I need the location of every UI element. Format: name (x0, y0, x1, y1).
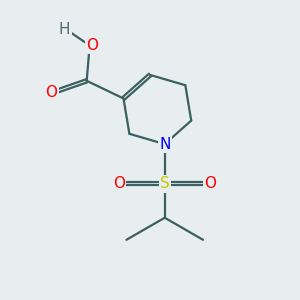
Text: H: H (59, 22, 70, 37)
Text: O: O (45, 85, 57, 100)
Text: O: O (113, 176, 125, 191)
Text: O: O (87, 38, 99, 53)
Text: N: N (159, 136, 170, 152)
Text: O: O (204, 176, 216, 191)
Text: S: S (160, 176, 169, 191)
